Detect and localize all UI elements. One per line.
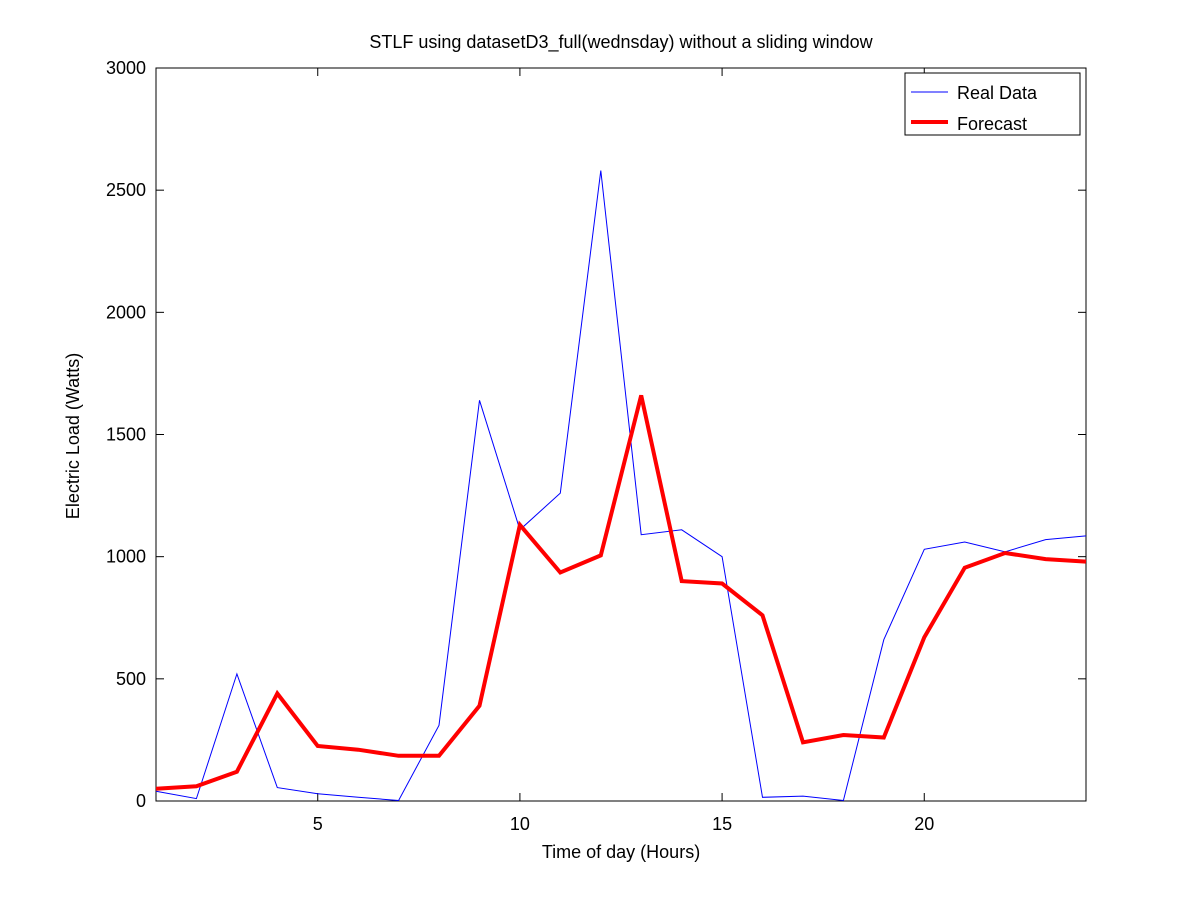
x-tick-label: 20	[914, 814, 934, 834]
y-tick-label: 3000	[106, 58, 146, 78]
chart-title: STLF using datasetD3_full(wednsday) with…	[369, 32, 873, 53]
legend-label-real-data: Real Data	[957, 83, 1038, 103]
y-tick-label: 500	[116, 669, 146, 689]
y-tick-label: 1000	[106, 547, 146, 567]
series-line-real-data	[155, 170, 1087, 802]
x-tick-label: 10	[510, 814, 530, 834]
y-axis-label: Electric Load (Watts)	[63, 353, 83, 519]
series-line-forecast	[155, 394, 1087, 791]
legend: Real Data Forecast	[904, 72, 1081, 136]
y-tick-label: 1500	[106, 425, 146, 445]
x-axis-label: Time of day (Hours)	[542, 842, 700, 862]
y-tick-label: 2000	[106, 302, 146, 322]
y-tick-label: 0	[136, 791, 146, 811]
legend-box	[904, 72, 1081, 136]
x-tick-label: 15	[712, 814, 732, 834]
x-axis: 5 10 15 20	[313, 68, 934, 834]
y-axis: 0 500 1000 1500 2000 2500 3000	[106, 58, 1086, 811]
x-tick-label: 5	[313, 814, 323, 834]
legend-label-forecast: Forecast	[957, 114, 1027, 134]
y-tick-label: 2500	[106, 180, 146, 200]
series-layer	[155, 170, 1087, 802]
